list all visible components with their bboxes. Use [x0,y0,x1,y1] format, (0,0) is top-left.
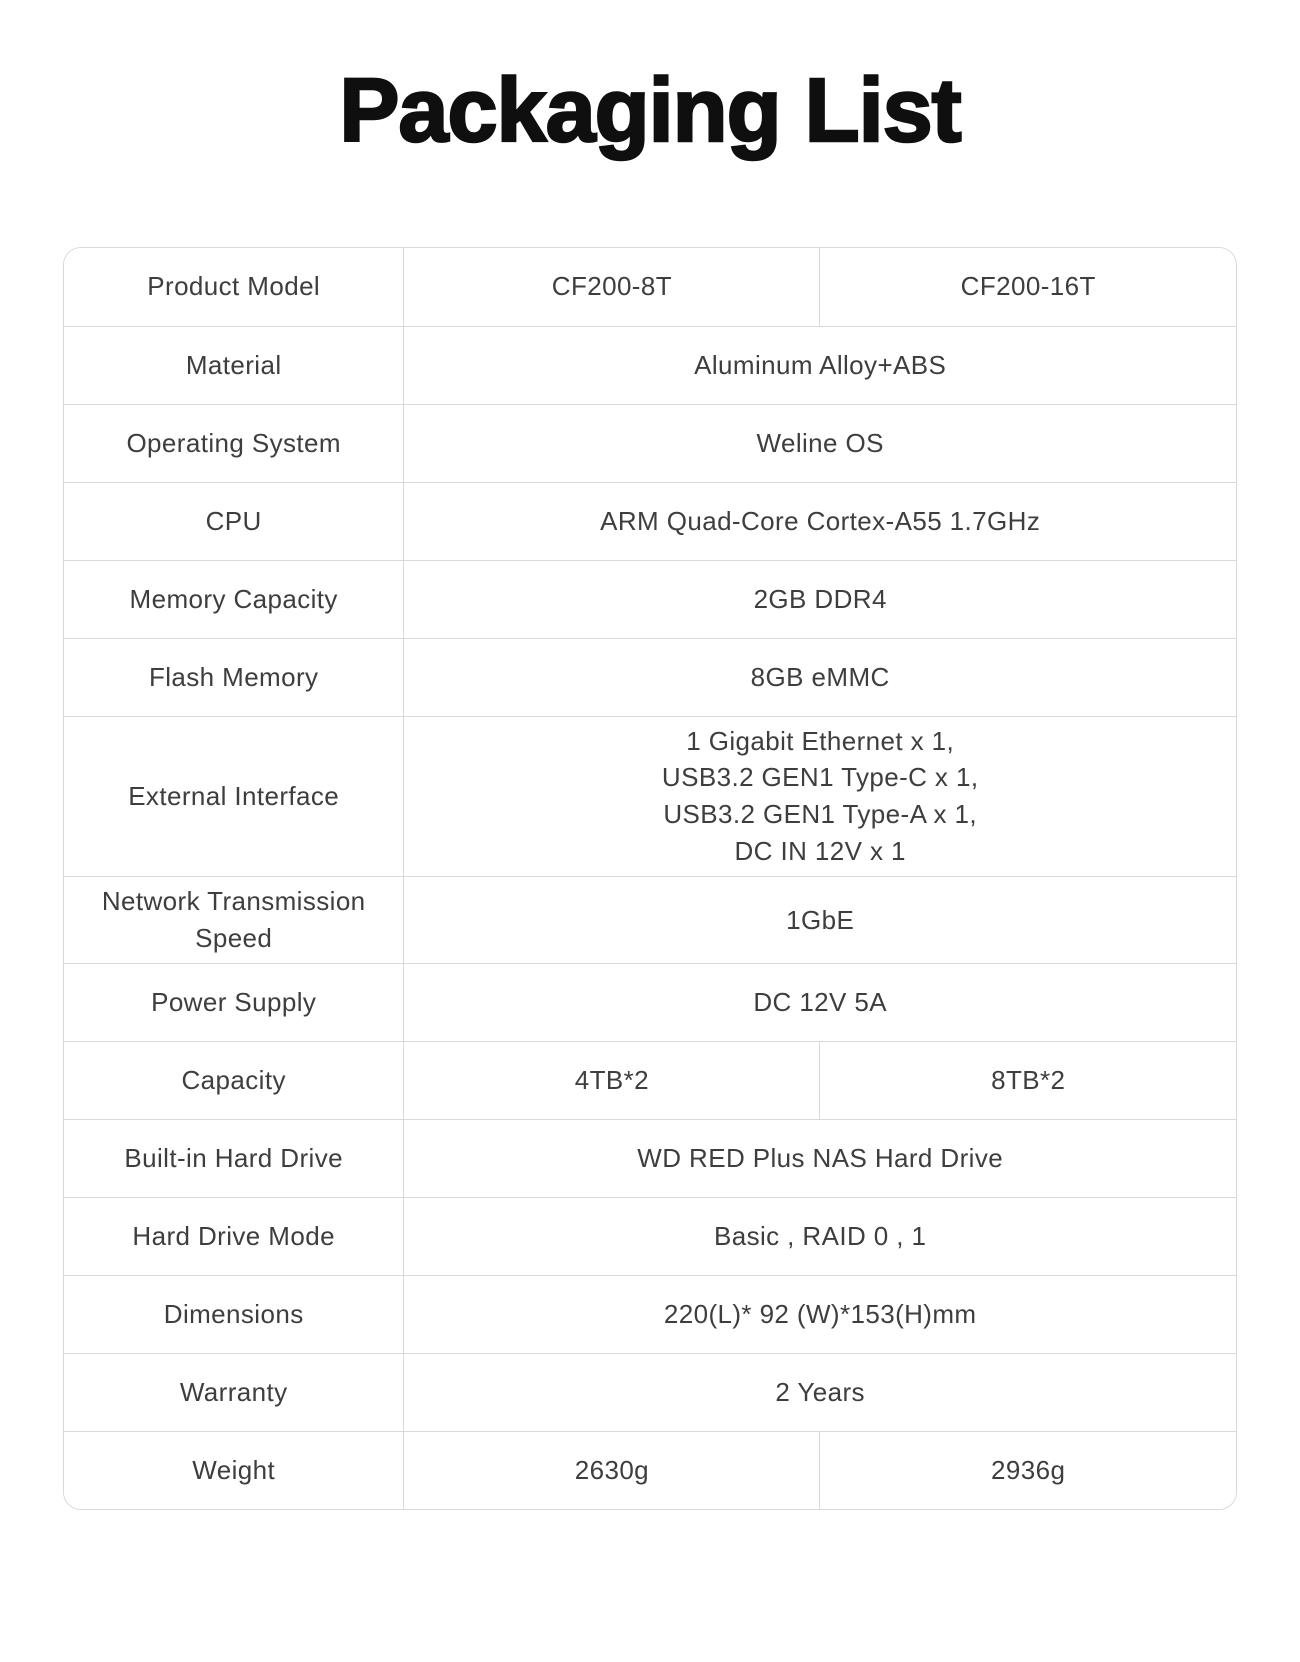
row-label: CPU [64,482,405,561]
row-value: 2936g [819,1431,1236,1510]
table-row-network-transmission-speed: Network Transmission Speed 1GbE [64,876,1236,964]
row-label: Hard Drive Mode [64,1197,405,1276]
row-label: Built-in Hard Drive [64,1119,405,1198]
row-value: CF200-8T [403,248,821,327]
table-row-product-model: Product Model CF200-8T CF200-16T [64,248,1236,327]
table-row-dimensions: Dimensions 220(L)* 92 (W)*153(H)mm [64,1275,1236,1354]
row-value: Weline OS [403,404,1236,483]
row-value: 8TB*2 [819,1041,1236,1120]
table-row-memory-capacity: Memory Capacity 2GB DDR4 [64,560,1236,639]
row-value: 2 Years [403,1353,1236,1432]
row-label: Capacity [64,1041,405,1120]
row-value: 1GbE [403,876,1236,964]
row-value: 2GB DDR4 [403,560,1236,639]
spec-table: Product Model CF200-8T CF200-16T Materia… [63,247,1237,1511]
row-label: Flash Memory [64,638,405,717]
table-row-operating-system: Operating System Weline OS [64,404,1236,483]
row-label: Product Model [64,248,405,327]
spec-table-grid: Product Model CF200-8T CF200-16T Materia… [64,248,1236,1510]
table-row-flash-memory: Flash Memory 8GB eMMC [64,638,1236,717]
table-row-capacity: Capacity 4TB*2 8TB*2 [64,1041,1236,1120]
row-value: Basic , RAID 0 , 1 [403,1197,1236,1276]
row-label: Dimensions [64,1275,405,1354]
row-value: 1 Gigabit Ethernet x 1, USB3.2 GEN1 Type… [403,716,1236,878]
row-value: DC 12V 5A [403,963,1236,1042]
row-value: CF200-16T [819,248,1236,327]
row-label: Network Transmission Speed [64,876,405,964]
row-value: 2630g [403,1431,821,1510]
table-row-external-interface: External Interface 1 Gigabit Ethernet x … [64,716,1236,878]
row-label: Operating System [64,404,405,483]
row-value: 220(L)* 92 (W)*153(H)mm [403,1275,1236,1354]
row-label: External Interface [64,716,405,878]
row-value: ARM Quad-Core Cortex-A55 1.7GHz [403,482,1236,561]
row-label: Weight [64,1431,405,1510]
row-value: WD RED Plus NAS Hard Drive [403,1119,1236,1198]
table-row-cpu: CPU ARM Quad-Core Cortex-A55 1.7GHz [64,482,1236,561]
row-label: Warranty [64,1353,405,1432]
table-row-material: Material Aluminum Alloy+ABS [64,326,1236,405]
table-row-built-in-hard-drive: Built-in Hard Drive WD RED Plus NAS Hard… [64,1119,1236,1198]
row-value: Aluminum Alloy+ABS [403,326,1236,405]
table-row-power-supply: Power Supply DC 12V 5A [64,963,1236,1042]
table-row-weight: Weight 2630g 2936g [64,1431,1236,1510]
row-value: 8GB eMMC [403,638,1236,717]
page-title: Packaging List [338,60,963,162]
table-row-hard-drive-mode: Hard Drive Mode Basic , RAID 0 , 1 [64,1197,1236,1276]
table-row-warranty: Warranty 2 Years [64,1353,1236,1432]
row-label: Material [64,326,405,405]
row-label: Power Supply [64,963,405,1042]
row-value: 4TB*2 [403,1041,821,1120]
row-label: Memory Capacity [64,560,405,639]
